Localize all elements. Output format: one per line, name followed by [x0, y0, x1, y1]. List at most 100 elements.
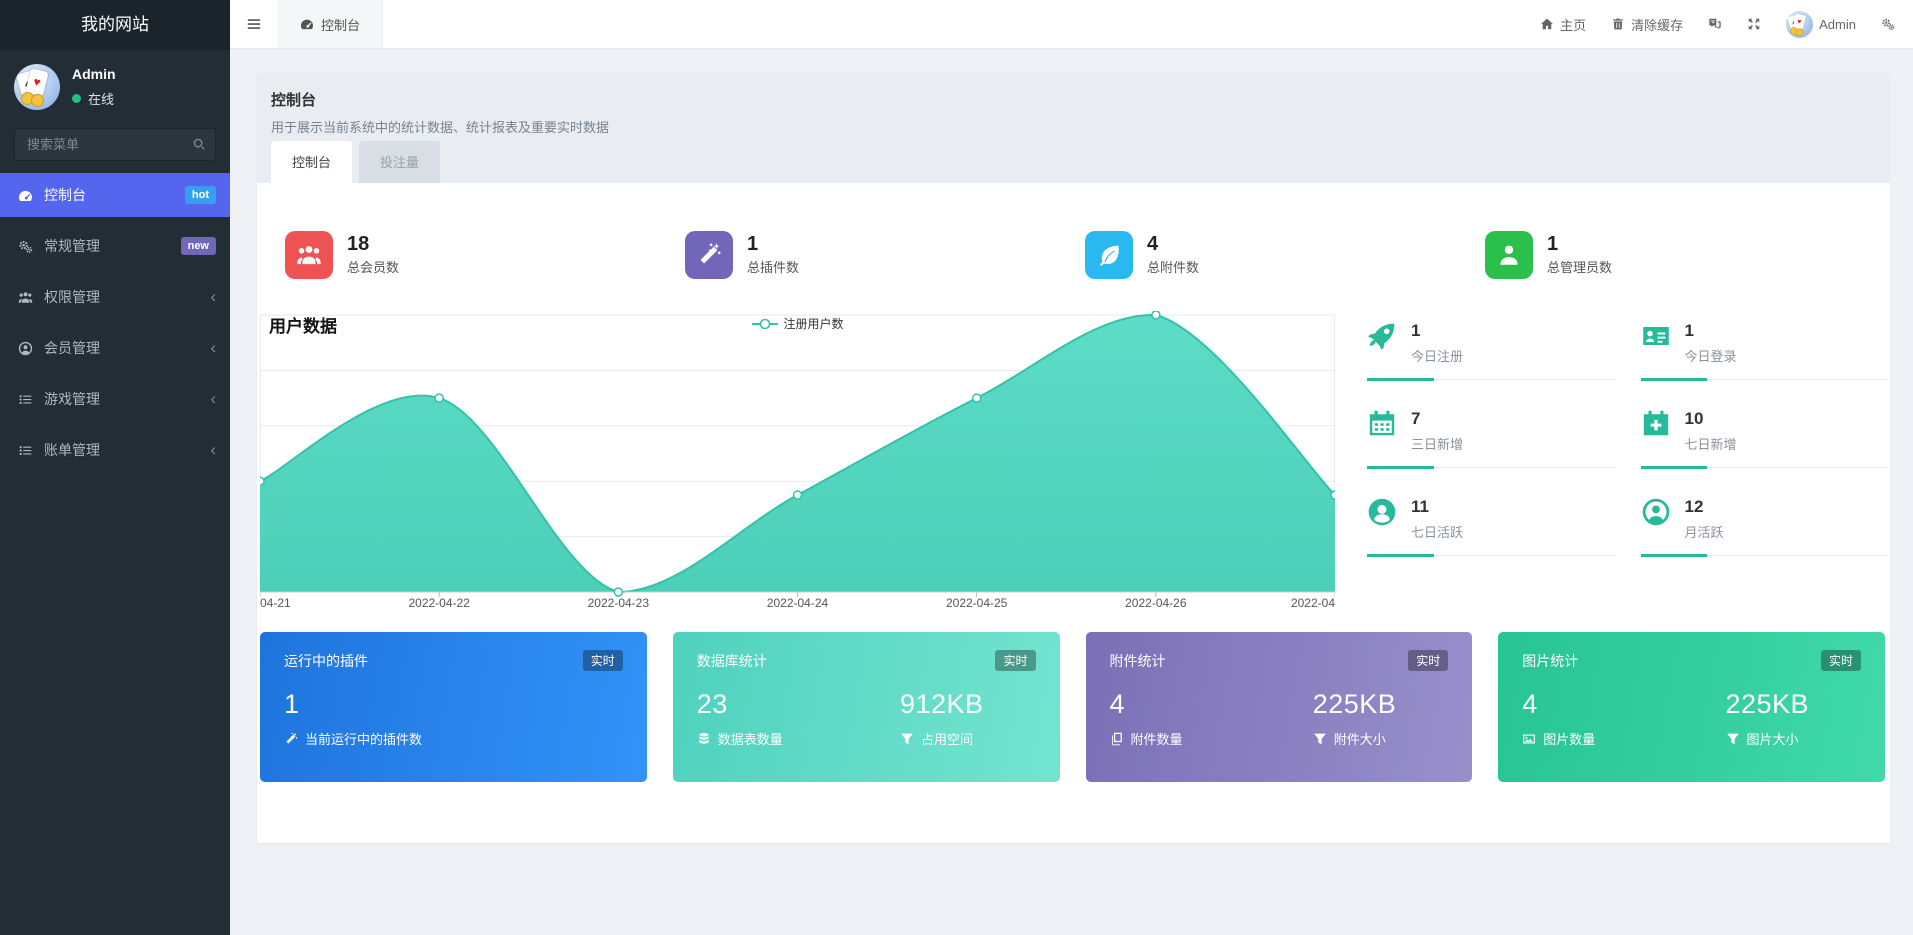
page-title: 控制台: [271, 92, 317, 109]
sidebar-item-games[interactable]: 游戏管理 ‹: [0, 377, 230, 421]
svg-text:2022-04-25: 2022-04-25: [946, 596, 1008, 610]
chevron-left-icon: ‹: [210, 389, 216, 408]
user-panel: ♠♥ Admin 在线: [0, 50, 230, 122]
realtime-badge: 实时: [582, 650, 623, 671]
sidebar-item-dashboard[interactable]: 控制台 hot: [0, 173, 230, 217]
quick-stat-today-register: 1 今日注册: [1367, 309, 1615, 397]
divider: [1640, 466, 1889, 469]
leaf-icon: [1096, 242, 1122, 268]
filter-icon: [900, 732, 914, 746]
dashboard-icon: [18, 188, 33, 203]
avatar: ♠♥: [1786, 10, 1814, 38]
magic-wand-icon: [696, 242, 722, 268]
attachment-stats-card: 附件统计 实时 4 225KB 附件数量 附件大小: [1085, 632, 1473, 782]
stat-total-members: 18 总会员数: [285, 231, 685, 279]
user-circle-icon: [18, 341, 33, 356]
sidebar-item-bills[interactable]: 账单管理 ‹: [0, 428, 230, 472]
quick-stat-today-login: 1 今日登录: [1640, 309, 1889, 397]
filter-icon: [1313, 732, 1327, 746]
clear-cache-link[interactable]: 清除缓存: [1611, 15, 1683, 34]
tab-bets[interactable]: 投注量: [359, 141, 441, 183]
sidebar: 我的网站 ♠♥ Admin 在线 控制台 hot 常规管理 new: [0, 0, 230, 935]
legend-marker-icon: [751, 318, 778, 329]
user-circle-outline-icon: [1641, 497, 1671, 527]
home-icon: [1540, 17, 1554, 31]
user-circle-icon: [1367, 497, 1397, 527]
gears-icon: [18, 239, 33, 254]
image-icon: [1522, 732, 1536, 746]
divider: [1367, 378, 1615, 381]
calendar-plus-icon: [1641, 409, 1671, 439]
running-plugins-card: 运行中的插件 实时 1 当前运行中的插件数: [260, 632, 647, 782]
topbar: 控制台 主页 清除缓存 ♠♥ Admin: [230, 0, 1913, 49]
magic-wand-icon: [284, 732, 298, 746]
fullscreen-icon: [1747, 17, 1761, 31]
svg-text:04-21: 04-21: [260, 596, 291, 610]
svg-text:2022-04-24: 2022-04-24: [767, 596, 829, 610]
users-icon: [296, 242, 322, 268]
quick-stats: 1 今日注册 1 今日登录 7 三日新增 10 七日新增 11 七日活跃: [1367, 309, 1888, 573]
list-icon: [18, 392, 33, 407]
avatar: ♠♥: [14, 64, 60, 110]
sidebar-item-auth[interactable]: 权限管理 ‹: [0, 275, 230, 319]
panel-heading: 控制台 用于展示当前系统中的统计数据、统计报表及重要实时数据 控制台 投注量: [257, 73, 1890, 183]
sidebar-menu: 控制台 hot 常规管理 new 权限管理 ‹ 会员管理 ‹ 游戏管理 ‹ 账单…: [0, 173, 230, 472]
quick-stat-7day-new: 10 七日新增: [1640, 397, 1889, 485]
stat-total-attachments: 4 总附件数: [1085, 231, 1485, 279]
stats-row: 18 总会员数 1 总插件数 4 总附件数 1 总管理员数: [285, 231, 1885, 279]
sidebar-item-general[interactable]: 常规管理 new: [0, 224, 230, 268]
sidebar-item-members[interactable]: 会员管理 ‹: [0, 326, 230, 370]
area-chart-canvas: 04-21 2022-04-22 2022-04-23 2022-04-24 2022-…: [255, 310, 1340, 610]
quick-stat-3day-new: 7 三日新增: [1367, 397, 1615, 485]
copy-icon: [1110, 732, 1124, 746]
menu-search: [14, 128, 216, 161]
users-icon: [18, 290, 33, 305]
main-panel: 控制台 用于展示当前系统中的统计数据、统计报表及重要实时数据 控制台 投注量 1…: [255, 73, 1890, 843]
user-data-chart: 用户数据 注册用户数 04-21 2022-04-22 2022-04-23 2022…: [255, 310, 1340, 611]
realtime-badge: 实时: [995, 650, 1036, 671]
svg-text:2022-04-22: 2022-04-22: [408, 596, 470, 610]
filter-icon: [1726, 732, 1740, 746]
user-status: 在线: [72, 89, 116, 108]
database-stats-card: 数据库统计 实时 23 912KB 数据表数量 占用空间: [672, 632, 1060, 782]
hamburger-icon: [246, 16, 262, 32]
settings-button[interactable]: [1881, 17, 1895, 31]
search-input[interactable]: [14, 128, 216, 161]
id-card-icon: [1641, 321, 1671, 351]
new-badge: new: [180, 237, 216, 255]
fullscreen-button[interactable]: [1747, 17, 1761, 31]
gears-icon: [1881, 17, 1895, 31]
topbar-user-menu[interactable]: ♠♥ Admin: [1786, 10, 1856, 38]
tab-dashboard[interactable]: 控制台: [271, 141, 353, 183]
quick-stat-7day-active: 11 七日活跃: [1367, 485, 1615, 573]
rocket-icon: [1367, 321, 1397, 351]
chevron-left-icon: ‹: [210, 440, 216, 459]
panel-body: 18 总会员数 1 总插件数 4 总附件数 1 总管理员数 用户数据: [255, 183, 1890, 843]
calendar-icon: [1367, 409, 1397, 439]
search-icon: [192, 137, 206, 151]
svg-text:2022-04: 2022-04: [1291, 596, 1335, 610]
online-dot-icon: [72, 94, 81, 103]
translate-button[interactable]: [1708, 17, 1722, 31]
chart-legend[interactable]: 注册用户数: [751, 315, 844, 332]
sidebar-toggle-button[interactable]: [230, 0, 278, 48]
realtime-badge: 实时: [1820, 650, 1861, 671]
topbar-tab-dashboard[interactable]: 控制台: [278, 0, 384, 48]
chart-title: 用户数据: [269, 317, 337, 336]
database-icon: [697, 732, 711, 746]
translate-icon: [1708, 17, 1722, 31]
trash-icon: [1611, 17, 1625, 31]
stat-total-admins: 1 总管理员数: [1485, 231, 1885, 279]
summary-cards: 运行中的插件 实时 1 当前运行中的插件数 数据库统计 实时 23 912KB: [260, 632, 1885, 782]
list-icon: [18, 443, 33, 458]
divider: [1640, 378, 1889, 381]
home-link[interactable]: 主页: [1540, 15, 1586, 34]
divider: [1640, 554, 1889, 557]
hot-badge: hot: [184, 186, 216, 204]
divider: [1367, 554, 1615, 557]
dashboard-icon: [300, 17, 314, 31]
page-description: 用于展示当前系统中的统计数据、统计报表及重要实时数据: [271, 120, 610, 135]
divider: [1367, 466, 1615, 469]
quick-stat-month-active: 12 月活跃: [1640, 485, 1889, 573]
site-title: 我的网站: [0, 0, 230, 50]
